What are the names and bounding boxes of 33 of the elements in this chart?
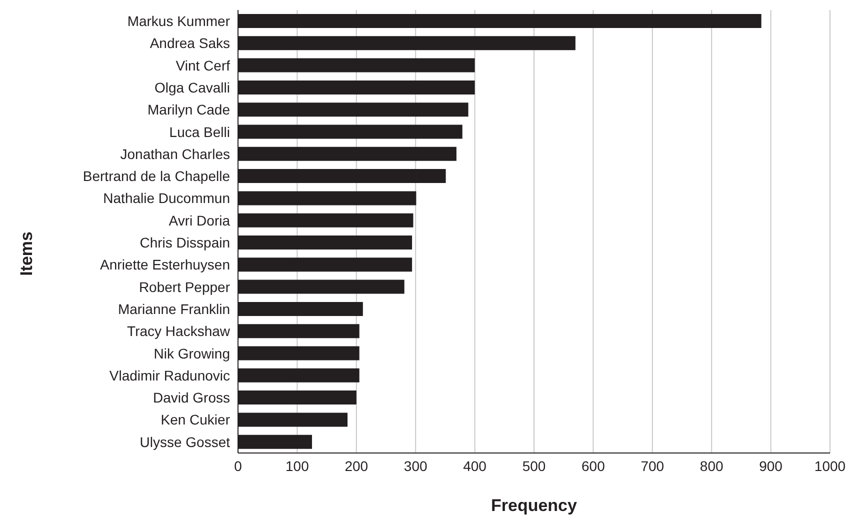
x-tick-label: 200 <box>344 458 368 474</box>
x-tick-label: 100 <box>286 458 310 474</box>
y-tick-label: Olga Cavalli <box>154 79 230 96</box>
y-tick-label: Jonathan Charles <box>120 146 230 162</box>
y-tick-label: Nik Growing <box>154 345 230 362</box>
y-tick-label: Vladimir Radunovic <box>109 367 230 384</box>
y-tick-label: Nathalie Ducommun <box>103 190 230 206</box>
x-tick-label: 600 <box>582 458 606 474</box>
x-tick-label: 700 <box>640 458 664 474</box>
x-tick-label: 500 <box>522 458 546 474</box>
y-axis-title: Items <box>17 232 36 276</box>
y-tick-label: Robert Pepper <box>138 278 230 295</box>
y-tick-label: Tracy Hackshaw <box>127 323 231 340</box>
x-tick-label: 900 <box>759 458 783 474</box>
y-tick-label: Vint Cerf <box>176 57 230 74</box>
y-tick-label: Markus Kummer <box>127 13 230 30</box>
y-tick-label: Anriette Esterhuysen <box>100 256 230 273</box>
y-tick-label: Avri Doria <box>168 212 230 228</box>
y-tick-label: Marianne Franklin <box>118 300 230 317</box>
y-tick-label: Ulysse Gosset <box>140 434 230 450</box>
x-tick-label: 800 <box>700 458 724 474</box>
y-tick-label: David Gross <box>152 390 230 406</box>
y-tick-label: Chris Disspain <box>140 234 230 251</box>
y-tick-label: Ken Cukier <box>160 412 230 428</box>
x-tick-label: 0 <box>234 458 242 474</box>
x-tick-label: 300 <box>404 458 428 474</box>
y-tick-label: Andrea Saks <box>150 35 230 52</box>
x-axis-title: Frequency <box>491 496 578 515</box>
y-tick-label: Marilyn Cade <box>148 102 230 118</box>
y-tick-label: Bertrand de la Chapelle <box>82 168 230 184</box>
y-tick-label: Luca Belli <box>169 124 230 140</box>
x-tick-label: 400 <box>463 458 487 474</box>
x-tick-label: 1000 <box>814 458 846 474</box>
